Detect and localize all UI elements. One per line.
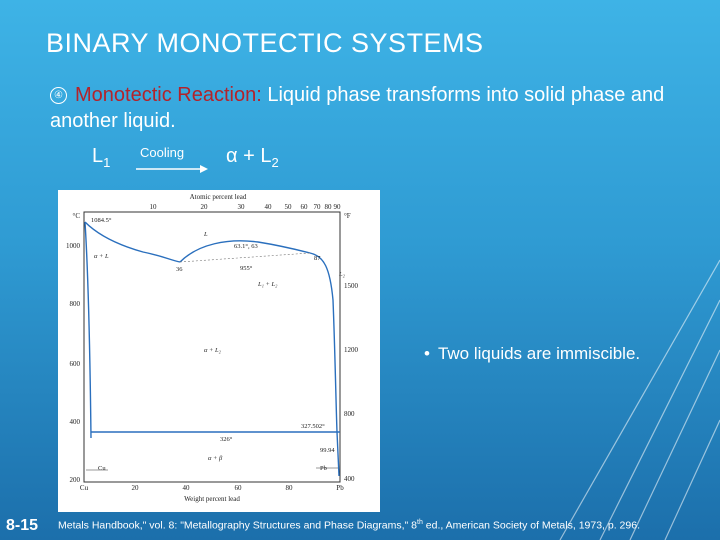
citation-part-a: Metals Handbook," vol. 8: "Metallography…: [58, 519, 418, 532]
label-alpha-plus-l: α + L: [94, 253, 109, 260]
left-tick: 200: [70, 476, 81, 484]
reaction-term: Monotectic Reaction:: [75, 84, 262, 106]
bullet-dot-icon: •: [424, 344, 430, 363]
top-tick: 60: [301, 203, 309, 211]
liquidus-left: [84, 221, 181, 263]
bottom-tick: 40: [183, 484, 191, 492]
top-tick: 80: [325, 203, 333, 211]
label-pb: Pb: [320, 465, 327, 472]
slide-number: 8-15: [6, 517, 39, 534]
reactant-subscript: 1: [103, 155, 111, 170]
right-tick: 1200: [344, 346, 359, 354]
label-temp-327: 327.502°: [301, 423, 325, 430]
top-tick: 20: [201, 203, 209, 211]
top-tick: 30: [238, 203, 246, 211]
cu-pb-phase-diagram: Atomic percent lead 10 20 30 40 50 60 70…: [58, 190, 380, 512]
slide-title: BINARY MONOTECTIC SYSTEMS: [46, 28, 484, 58]
product-alpha-l2: α + L2: [226, 145, 279, 170]
reactant-l1: L1: [92, 145, 110, 170]
reactant-symbol: L: [92, 145, 104, 167]
label-alpha-plus-beta: α + β: [208, 455, 223, 462]
top-tick: 50: [285, 203, 293, 211]
arrow-icon: [136, 165, 208, 173]
label-cu-melt: 1084.5°: [91, 217, 112, 224]
left-tick: 400: [70, 418, 81, 426]
right-tick: 400: [344, 475, 355, 483]
product-subscript: 2: [271, 155, 279, 170]
label-liquid: L: [203, 231, 208, 238]
citation: Metals Handbook," vol. 8: "Metallography…: [58, 519, 640, 532]
numbered-circle-icon: ④: [50, 87, 67, 104]
label-pct-9994: 99.94: [320, 447, 335, 454]
solvus-pb: [336, 431, 340, 477]
bullet-immiscible: • Two liquids are immiscible.: [424, 344, 640, 364]
left-tick: 600: [70, 360, 81, 368]
top-tick: 90: [334, 203, 342, 211]
label-l2: L₂: [338, 271, 346, 278]
top-axis-title: Atomic percent lead: [190, 193, 247, 201]
right-unit: °F: [344, 212, 351, 220]
bottom-tick: 20: [132, 484, 140, 492]
top-tick: 40: [265, 203, 273, 211]
label-eutectic-pct: 36: [176, 266, 183, 273]
right-tick: 800: [344, 410, 355, 418]
citation-superscript: th: [417, 519, 423, 526]
immiscible-text: Two liquids are immiscible.: [437, 344, 641, 363]
cooling-label: Cooling: [140, 145, 185, 160]
bottom-tick: 80: [286, 484, 294, 492]
right-tick: 1500: [344, 282, 359, 290]
top-tick: 70: [314, 203, 322, 211]
miscibility-dome: [179, 240, 311, 263]
product-symbol: α + L: [226, 145, 272, 167]
label-monotectic-temp: 955°: [240, 265, 253, 272]
bottom-tick: Pb: [336, 484, 344, 492]
citation-part-b: ed., American Society of Metals, 1973, p…: [422, 519, 640, 532]
bottom-tick: Cu: [80, 484, 89, 492]
left-unit: °C: [73, 212, 81, 220]
label-cu: Cu: [98, 465, 106, 472]
label-monotectic-comp: 63.1°, 63: [234, 243, 258, 250]
liquidus-l2: [309, 252, 338, 433]
label-right-comp: 87: [314, 255, 321, 262]
bullet-monotectic-reaction: ④ Monotectic Reaction: Liquid phase trans…: [50, 82, 690, 134]
reaction-definition: Liquid phase transforms into solid phase…: [50, 84, 665, 132]
left-tick: 800: [70, 300, 81, 308]
bottom-axis-title: Weight percent lead: [184, 495, 240, 503]
label-alpha-plus-l2: α + L₂: [204, 347, 222, 354]
bottom-tick: 60: [235, 484, 243, 492]
left-tick: 1000: [66, 242, 81, 250]
solidus-alpha: [84, 221, 92, 439]
label-l1-plus-l2: L₁ + L₂: [257, 281, 278, 288]
label-temp-326: 326°: [220, 436, 233, 443]
top-tick: 10: [150, 203, 158, 211]
